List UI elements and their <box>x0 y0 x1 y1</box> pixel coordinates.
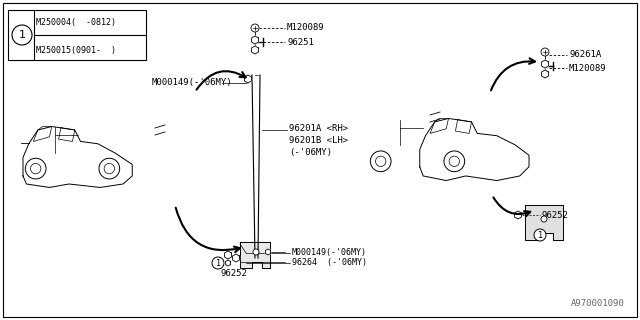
Circle shape <box>104 164 115 174</box>
Text: M250015(0901-  ): M250015(0901- ) <box>36 45 116 54</box>
Bar <box>8 10 146 60</box>
Text: (-'06MY): (-'06MY) <box>289 148 332 156</box>
Text: 96251: 96251 <box>287 37 314 46</box>
Circle shape <box>371 151 391 172</box>
Circle shape <box>449 156 460 166</box>
Circle shape <box>212 257 224 269</box>
Circle shape <box>12 25 32 45</box>
Text: 96264  (-'06MY): 96264 (-'06MY) <box>292 259 367 268</box>
Polygon shape <box>244 75 252 83</box>
Circle shape <box>376 156 386 166</box>
Polygon shape <box>252 46 259 54</box>
Polygon shape <box>541 70 548 78</box>
Text: A970001090: A970001090 <box>572 299 625 308</box>
Polygon shape <box>252 36 259 44</box>
Circle shape <box>26 158 46 179</box>
Circle shape <box>541 216 547 222</box>
Text: M000149(-'06MY): M000149(-'06MY) <box>292 247 367 257</box>
Polygon shape <box>266 249 271 255</box>
Text: 96201A <RH>: 96201A <RH> <box>289 124 348 132</box>
Text: M120089: M120089 <box>569 63 607 73</box>
Circle shape <box>251 24 259 32</box>
Circle shape <box>253 249 259 255</box>
Text: M250004(  -0812): M250004( -0812) <box>36 18 116 27</box>
Polygon shape <box>225 260 230 266</box>
Polygon shape <box>232 254 239 262</box>
Circle shape <box>541 48 549 56</box>
Text: 96252: 96252 <box>542 211 569 220</box>
Circle shape <box>99 158 120 179</box>
Text: 96252: 96252 <box>220 268 247 277</box>
Polygon shape <box>225 251 232 259</box>
Text: M120089: M120089 <box>287 22 324 31</box>
Text: 1: 1 <box>216 259 221 268</box>
Polygon shape <box>525 205 563 240</box>
Circle shape <box>31 164 41 174</box>
Text: 96261A: 96261A <box>569 50 601 59</box>
Polygon shape <box>541 60 548 68</box>
Text: 1: 1 <box>538 230 543 239</box>
Polygon shape <box>515 211 522 219</box>
Text: M000149(-'06MY): M000149(-'06MY) <box>152 77 232 86</box>
Text: 96201B <LH>: 96201B <LH> <box>289 135 348 145</box>
Text: 1: 1 <box>19 30 26 40</box>
Circle shape <box>444 151 465 172</box>
Circle shape <box>534 229 546 241</box>
Polygon shape <box>240 242 270 268</box>
